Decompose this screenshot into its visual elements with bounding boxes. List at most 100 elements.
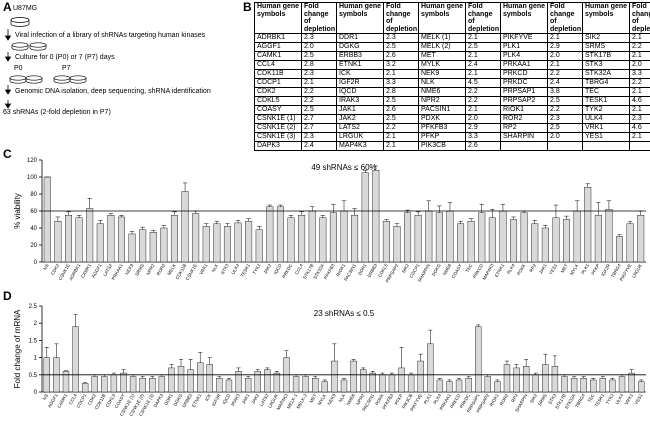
- y-tick-label: 40: [30, 226, 37, 232]
- x-tick-label: TEC: [587, 392, 596, 403]
- gene-symbol: RP2: [500, 123, 548, 133]
- gene-symbol: CSNK1E (3): [254, 132, 302, 142]
- bar: [510, 219, 518, 263]
- error-bar: [172, 211, 177, 216]
- bar: [494, 381, 501, 393]
- error-bar: [617, 234, 622, 237]
- bar: [340, 379, 348, 393]
- condition: P0: [14, 65, 23, 72]
- bar: [54, 220, 62, 263]
- bar: [308, 210, 316, 263]
- error-bar: [639, 379, 644, 382]
- gene-symbol: RIOK1: [500, 105, 548, 115]
- x-tick-label: PRKDC: [281, 262, 294, 279]
- table-row: CDKL5 2.2 IRAK3 2.5 NPR2 2.2 PRPSAP2 2.5 TESK1 4.…: [254, 96, 650, 106]
- error-bar: [373, 165, 378, 171]
- error-bar: [458, 220, 463, 224]
- x-tick-label: DGKG: [172, 393, 183, 407]
- error-bar: [490, 209, 495, 218]
- error-bar: [235, 220, 241, 223]
- error-bar: [119, 215, 124, 217]
- chart-title: 23 shRNAs ≤ 0.5: [314, 309, 375, 318]
- panel-label: D: [3, 289, 12, 303]
- error-bar: [341, 200, 347, 211]
- y-axis-label: % viability: [13, 193, 22, 229]
- fold-change: 2.1: [465, 105, 501, 115]
- bar: [139, 378, 146, 393]
- error-bar: [331, 203, 336, 213]
- panel-label: C: [3, 147, 12, 161]
- header-cell: Human gene symbols: [500, 2, 548, 34]
- bar: [287, 217, 295, 263]
- error-bar: [44, 347, 49, 358]
- fold-change: 2.5: [301, 51, 337, 61]
- x-tick-label: JAK1: [538, 263, 548, 275]
- bar: [414, 215, 422, 263]
- header-row: Human gene symbols Fold change of depleti…: [254, 2, 650, 34]
- error-bar: [600, 376, 605, 379]
- header-cell: Fold change of depletion: [301, 2, 337, 34]
- fold-change: 2.0: [629, 60, 650, 70]
- error-bar: [257, 226, 262, 230]
- fold-change: 2.5: [547, 96, 583, 106]
- gene-symbol: TEC: [582, 87, 630, 97]
- fold-change: 4.6: [629, 123, 650, 133]
- header-cell: Fold change of depletion: [465, 2, 501, 34]
- table-row: CSNK1E (3) 2.3 LRGUK 2.1 PFKP 3.3 SHARPIN 2.0 YE…: [254, 132, 650, 142]
- x-tick-label: RIOK1: [335, 263, 346, 278]
- gene-symbol: MAP4K3: [336, 141, 384, 151]
- fold-change: 2.3: [301, 69, 337, 79]
- error-bar: [543, 225, 548, 228]
- panel-label: B: [243, 0, 252, 14]
- x-tick-label: IQCD: [273, 262, 283, 275]
- x-tick-label: PLK4: [506, 263, 516, 275]
- x-tick-label: IGF2R: [600, 262, 611, 277]
- bar: [350, 360, 357, 393]
- bar: [149, 378, 156, 393]
- error-bar: [394, 223, 400, 227]
- bar: [594, 215, 602, 263]
- table-row: CCL4 2.8 ETNK1 3.2 MYLK 2.4 PRKAA1 2.1 STK3 2.0: [254, 60, 650, 70]
- bar: [393, 226, 401, 263]
- bar: [361, 172, 369, 263]
- gene-symbol: SIK2: [582, 33, 630, 43]
- fold-change: 2.7: [301, 123, 337, 133]
- x-tick-label: NPR2: [355, 393, 366, 406]
- bar: [312, 378, 319, 393]
- gene-symbol: MELK (1): [418, 33, 466, 43]
- x-tick-label: NEK9: [327, 393, 337, 406]
- fold-change: 3.3: [465, 132, 501, 142]
- fold-change: 2.8: [383, 87, 419, 97]
- bar: [478, 212, 486, 263]
- x-tick-label: DAPK3: [152, 393, 164, 409]
- gene-symbol: DAPK3: [254, 141, 302, 151]
- fold-change: 3.8: [547, 87, 583, 97]
- gene-symbol: CAMK1: [254, 51, 302, 61]
- x-tick-label: CDCP1: [76, 393, 88, 409]
- gene-symbol: VRK1: [582, 123, 630, 133]
- gene-symbol: PDXK: [418, 114, 466, 124]
- empty-cell: [582, 141, 630, 151]
- error-bar: [495, 379, 500, 382]
- bar: [192, 213, 200, 263]
- fold-change: 2.2: [547, 69, 583, 79]
- bar: [584, 186, 592, 263]
- header-cell: Human gene symbols: [582, 2, 630, 34]
- bar: [72, 326, 79, 393]
- x-tick-label: STK3: [220, 263, 230, 276]
- fold-change: 2.1: [547, 33, 583, 43]
- x-tick-label: ULK4: [230, 263, 240, 276]
- x-tick-label: CAMK1: [56, 393, 68, 409]
- x-tick-label: CDKL5: [377, 263, 389, 278]
- error-bar: [284, 350, 289, 358]
- error-bar: [564, 215, 569, 220]
- bar: [170, 215, 178, 263]
- x-tick-label: PFKP: [590, 263, 600, 276]
- gene-symbol: CSNK1E (1): [254, 114, 302, 124]
- y-tick-label: 60: [30, 209, 37, 215]
- table-row: ADRBK1 2.3 DDR1 2.3 MELK (1) 2.1 PIKFYVE 2.1 SIK…: [254, 33, 650, 43]
- gene-symbol: PLK1: [500, 42, 548, 52]
- bar: [541, 227, 549, 263]
- error-bar: [179, 359, 183, 367]
